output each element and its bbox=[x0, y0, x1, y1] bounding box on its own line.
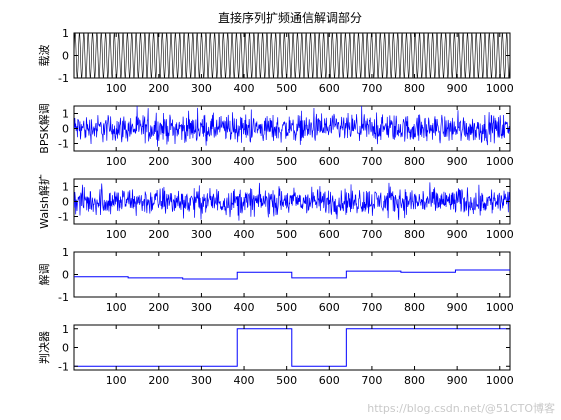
y-tick-label: 0 bbox=[62, 50, 69, 63]
step-line bbox=[74, 328, 510, 367]
x-tick-label: 800 bbox=[404, 155, 425, 168]
x-tick-label: 600 bbox=[319, 301, 340, 314]
x-tick-label: 1000 bbox=[486, 374, 514, 387]
x-tick-label: 500 bbox=[276, 374, 297, 387]
series-group bbox=[74, 106, 510, 147]
x-tick-label: 800 bbox=[404, 374, 425, 387]
x-tick-label: 600 bbox=[319, 155, 340, 168]
x-tick-label: 900 bbox=[447, 374, 468, 387]
x-tick-label: 100 bbox=[106, 155, 127, 168]
x-tick-label: 100 bbox=[106, 228, 127, 241]
x-tick-label: 200 bbox=[148, 82, 169, 95]
x-tick-label: 900 bbox=[447, 82, 468, 95]
signal-line bbox=[74, 182, 510, 221]
y-tick-label: -1 bbox=[58, 360, 69, 373]
x-tick-label: 700 bbox=[361, 374, 382, 387]
x-tick-label: 900 bbox=[447, 155, 468, 168]
x-tick-label: 500 bbox=[276, 82, 297, 95]
x-tick-label: 300 bbox=[191, 374, 212, 387]
x-tick-label: 1000 bbox=[486, 301, 514, 314]
x-tick-label: 400 bbox=[234, 155, 255, 168]
x-tick-label: 600 bbox=[319, 82, 340, 95]
y-axis-label: 解调 bbox=[37, 264, 51, 286]
x-tick-label: 800 bbox=[404, 301, 425, 314]
y-tick-label: -1 bbox=[58, 291, 69, 304]
x-tick-label: 900 bbox=[447, 301, 468, 314]
x-tick-label: 300 bbox=[191, 82, 212, 95]
x-tick-label: 700 bbox=[361, 301, 382, 314]
y-tick-label: 0 bbox=[62, 269, 69, 282]
chart-panels: 100 200 300 400 500 600 700 800 900 1000-101载波100… bbox=[37, 27, 514, 387]
y-tick-label: 1 bbox=[62, 181, 69, 194]
y-axis-label: 判决器 bbox=[38, 331, 51, 364]
subplot-2: 100 200 300 400 500 600 700 800 900 1000 -1 0 1 BPSK解… bbox=[37, 103, 514, 168]
series-group bbox=[74, 328, 510, 367]
x-tick-label: 100 bbox=[106, 301, 127, 314]
x-tick-label: 600 bbox=[319, 374, 340, 387]
y-axis-label: 载波 bbox=[38, 45, 51, 67]
y-tick-label: 1 bbox=[62, 323, 69, 336]
y-tick-label: 1 bbox=[62, 108, 69, 121]
y-tick-label: 0 bbox=[62, 342, 69, 355]
x-tick-label: 700 bbox=[361, 82, 382, 95]
subplot-1: 100 200 300 400 500 600 700 800 900 1000 -1 0 1 载波 bbox=[38, 27, 514, 95]
step-line bbox=[74, 269, 510, 280]
y-tick-label: -1 bbox=[58, 138, 69, 151]
y-tick-label: -1 bbox=[58, 211, 69, 224]
y-tick-label: 1 bbox=[62, 246, 69, 259]
x-tick-label: 1000 bbox=[486, 155, 514, 168]
x-tick-label: 800 bbox=[404, 228, 425, 241]
x-tick-label: 400 bbox=[234, 301, 255, 314]
x-tick-label: 300 bbox=[191, 301, 212, 314]
carrier-line bbox=[74, 33, 510, 78]
watermark: https://blog.csdn.net/@51CTO博客 bbox=[367, 402, 555, 415]
signal-line bbox=[74, 106, 510, 147]
y-tick-label: 0 bbox=[62, 196, 69, 209]
x-tick-label: 400 bbox=[234, 228, 255, 241]
x-tick-label: 700 bbox=[361, 228, 382, 241]
x-tick-label: 100 bbox=[106, 374, 127, 387]
series-group bbox=[74, 269, 510, 280]
x-tick-label: 100 bbox=[106, 82, 127, 95]
subplot-4: 100 200 300 400 500 600 700 800 900 1000 -1 0 1 解调 bbox=[37, 246, 514, 314]
x-tick-label: 200 bbox=[148, 155, 169, 168]
x-tick-label: 700 bbox=[361, 155, 382, 168]
y-tick-label: 0 bbox=[62, 123, 69, 136]
x-tick-label: 200 bbox=[148, 301, 169, 314]
x-tick-label: 900 bbox=[447, 228, 468, 241]
y-tick-label: -1 bbox=[58, 72, 69, 85]
subplot-5: 100 200 300 400 500 600 700 800 900 1000 -1 0 1 判决器 bbox=[38, 323, 514, 387]
x-tick-label: 500 bbox=[276, 301, 297, 314]
chart-title: 直接序列扩频通信解调部分 bbox=[218, 10, 362, 25]
subplot-3: 100 200 300 400 500 600 700 800 900 1000 -1 0 1 Walsh… bbox=[37, 174, 514, 241]
x-tick-label: 500 bbox=[276, 228, 297, 241]
x-tick-label: 300 bbox=[191, 228, 212, 241]
x-tick-label: 600 bbox=[319, 228, 340, 241]
x-tick-label: 800 bbox=[404, 82, 425, 95]
x-tick-label: 200 bbox=[148, 374, 169, 387]
x-tick-label: 400 bbox=[234, 82, 255, 95]
x-tick-label: 1000 bbox=[486, 228, 514, 241]
series-group bbox=[74, 33, 510, 78]
x-tick-label: 200 bbox=[148, 228, 169, 241]
x-tick-label: 400 bbox=[234, 374, 255, 387]
y-axis-label: Walsh解扩 bbox=[37, 174, 51, 229]
y-tick-label: 1 bbox=[62, 27, 69, 40]
x-tick-label: 300 bbox=[191, 155, 212, 168]
y-axis-label: BPSK解调 bbox=[37, 103, 51, 153]
x-tick-label: 500 bbox=[276, 155, 297, 168]
series-group bbox=[74, 182, 510, 221]
x-tick-label: 1000 bbox=[486, 82, 514, 95]
